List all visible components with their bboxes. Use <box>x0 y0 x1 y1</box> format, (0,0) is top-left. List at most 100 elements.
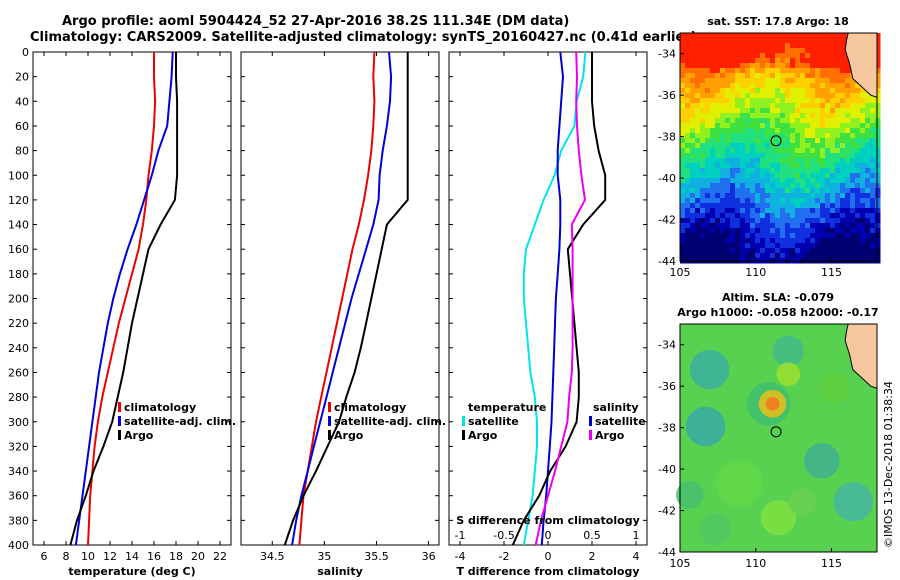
sst-cell <box>760 38 766 44</box>
sst-cell <box>785 38 791 44</box>
sst-cell <box>720 183 726 189</box>
sst-cell <box>695 203 701 209</box>
sst-cell <box>785 108 791 114</box>
sst-cell <box>850 193 856 199</box>
x-tick-label: 16 <box>147 550 161 563</box>
sst-cell <box>760 253 766 259</box>
depth-tick-label: 120 <box>8 194 29 207</box>
sst-cell <box>740 188 746 194</box>
sst-cell <box>750 193 756 199</box>
sst-cell <box>855 153 861 159</box>
sst-cell <box>830 58 836 64</box>
title-line-2: Climatology: CARS2009. Satellite-adjuste… <box>30 30 697 45</box>
map-y-tick-label: -40 <box>658 172 676 185</box>
sst-cell <box>725 148 731 154</box>
sst-cell <box>775 238 781 244</box>
sst-cell <box>750 168 756 174</box>
sst-cell <box>780 203 786 209</box>
sst-cell <box>815 78 821 84</box>
sst-cell <box>840 83 846 89</box>
sst-cell <box>850 208 856 214</box>
sst-cell <box>710 248 716 254</box>
sst-cell <box>735 88 741 94</box>
sst-cell <box>790 148 796 154</box>
map-x-tick-label: 110 <box>745 266 766 279</box>
sst-cell <box>850 173 856 179</box>
sst-cell <box>820 158 826 164</box>
sst-cell <box>835 198 841 204</box>
sst-cell <box>685 73 691 79</box>
sst-cell <box>785 148 791 154</box>
sla-anomaly-blob <box>804 443 840 479</box>
sst-cell <box>735 63 741 69</box>
sst-cell <box>755 218 761 224</box>
sst-cell <box>835 253 841 259</box>
sst-cell <box>705 213 711 219</box>
sst-cell <box>835 188 841 194</box>
sst-cell <box>805 223 811 229</box>
sst-cell <box>715 123 721 129</box>
sst-cell <box>750 188 756 194</box>
sst-cell <box>700 198 706 204</box>
sst-cell <box>875 208 881 214</box>
sst-cell <box>685 243 691 249</box>
sst-cell <box>865 243 871 249</box>
sst-cell <box>760 118 766 124</box>
sst-cell <box>855 253 861 259</box>
sst-cell <box>875 193 881 199</box>
legend-swatch <box>589 430 592 440</box>
sst-cell <box>755 238 761 244</box>
sst-cell <box>705 83 711 89</box>
sst-cell <box>870 108 876 114</box>
sst-cell <box>775 198 781 204</box>
sst-cell <box>835 138 841 144</box>
sst-cell <box>730 228 736 234</box>
sst-cell <box>840 228 846 234</box>
sst-cell <box>740 168 746 174</box>
sst-cell <box>865 233 871 239</box>
sst-cell <box>825 53 831 59</box>
sst-cell <box>760 98 766 104</box>
sst-cell <box>735 83 741 89</box>
sst-cell <box>755 153 761 159</box>
sst-cell <box>735 238 741 244</box>
sst-cell <box>760 133 766 139</box>
sst-cell <box>720 73 726 79</box>
sst-cell <box>860 233 866 239</box>
sst-cell <box>730 53 736 59</box>
sst-cell <box>680 33 686 39</box>
sst-cell <box>720 153 726 159</box>
sst-cell <box>735 243 741 249</box>
sst-cell <box>835 63 841 69</box>
sst-cell <box>745 38 751 44</box>
sst-cell <box>745 243 751 249</box>
sst-cell <box>810 68 816 74</box>
sst-cell <box>770 103 776 109</box>
x-tick-label: 22 <box>213 550 227 563</box>
sst-cell <box>755 43 761 49</box>
sst-cell <box>790 38 796 44</box>
sst-cell <box>865 213 871 219</box>
sst-cell <box>710 198 716 204</box>
sst-cell <box>715 153 721 159</box>
sst-cell <box>815 188 821 194</box>
map-y-tick-label: -44 <box>658 255 676 268</box>
sst-cell <box>715 188 721 194</box>
sla-map-subtitle: Argo h1000: -0.058 h2000: -0.17 <box>677 306 878 319</box>
sst-cell <box>685 158 691 164</box>
sst-cell <box>860 218 866 224</box>
sst-cell <box>805 53 811 59</box>
sst-cell <box>850 118 856 124</box>
sst-cell <box>710 33 716 39</box>
sst-cell <box>740 113 746 119</box>
sst-cell <box>820 43 826 49</box>
sst-cell <box>850 248 856 254</box>
sst-cell <box>695 213 701 219</box>
sst-cell <box>740 43 746 49</box>
sst-cell <box>805 233 811 239</box>
sst-cell <box>815 193 821 199</box>
sst-cell <box>840 248 846 254</box>
sst-cell <box>800 243 806 249</box>
sst-cell <box>705 113 711 119</box>
sst-cell <box>805 108 811 114</box>
